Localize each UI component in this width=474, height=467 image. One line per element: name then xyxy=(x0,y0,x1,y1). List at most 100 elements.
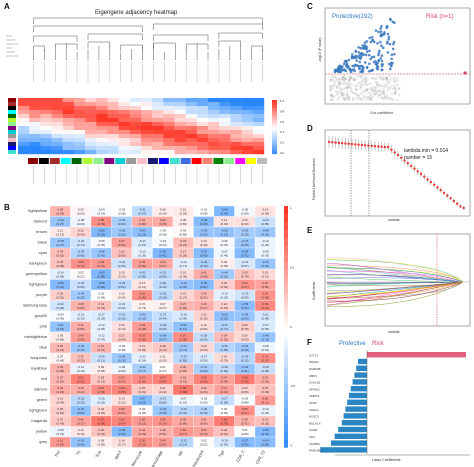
nonsignificant-point xyxy=(387,82,390,85)
module-row-label: grey60 xyxy=(35,313,48,318)
module-color-swatch xyxy=(49,158,60,164)
nonsignificant-point xyxy=(344,77,348,81)
nonsignificant-point xyxy=(346,90,349,93)
heatmap-cell xyxy=(230,142,242,147)
correlation-value: 0.09 xyxy=(57,334,63,338)
coefficient-bar xyxy=(354,372,367,378)
p-value: (0.36) xyxy=(200,359,208,363)
correlation-value: 0.20 xyxy=(201,344,207,348)
legend-gradient-step xyxy=(272,113,277,117)
p-value: (0.68) xyxy=(56,338,64,342)
heatmap-cell xyxy=(196,134,209,139)
heatmap-cell xyxy=(174,146,186,151)
module-row-label: darkgreen xyxy=(29,261,47,266)
cv-point xyxy=(357,143,360,146)
nonsignificant-point xyxy=(370,86,373,89)
p-value: (0.19) xyxy=(138,401,146,405)
legend-gradient-step xyxy=(284,214,288,223)
legend-gradient-step xyxy=(284,230,288,239)
p-value: (0.16) xyxy=(179,401,187,405)
correlation-value: 0.20 xyxy=(242,334,248,338)
p-value: (0.17) xyxy=(77,422,85,426)
heatmap-cell xyxy=(196,138,209,143)
p-value: (0.63) xyxy=(220,443,228,447)
correlation-value: 0.36 xyxy=(180,365,186,369)
cell-type-label: Th2 xyxy=(53,449,61,458)
module-color-swatch xyxy=(158,158,169,164)
p-value: (0.86) xyxy=(159,401,167,405)
p-value: (0.21) xyxy=(97,264,105,268)
correlation-value: -0.22 xyxy=(57,302,64,306)
correlation-value: 0.26 xyxy=(242,323,248,327)
nonsignificant-point xyxy=(335,90,338,93)
nonsignificant-point xyxy=(344,82,347,86)
protective-point xyxy=(377,58,380,62)
correlation-value: 0.10 xyxy=(180,208,186,212)
heatmap-cell xyxy=(219,138,231,143)
cv-point xyxy=(426,178,429,181)
correlation-value: -0.58 xyxy=(200,218,207,222)
cell-type-label: Neutrophil xyxy=(191,449,205,467)
heatmap-cell xyxy=(174,114,186,119)
legend-gradient-step xyxy=(284,302,288,311)
heatmap-cell xyxy=(96,134,108,139)
correlation-value: -0.32 xyxy=(77,397,84,401)
protective-point xyxy=(344,60,348,63)
p-value: (0.79) xyxy=(97,222,105,226)
protective-point xyxy=(386,51,390,54)
p-value: (0.51) xyxy=(159,432,167,436)
correlation-value: -0.08 xyxy=(262,344,269,348)
heatmap-cell xyxy=(96,102,108,107)
nonsignificant-point xyxy=(361,97,364,100)
cv-point xyxy=(449,197,452,200)
nonsignificant-point xyxy=(333,83,336,87)
p-value: (0.29) xyxy=(118,233,126,237)
nonsignificant-point xyxy=(342,91,345,95)
heatmap-cell xyxy=(141,122,153,127)
correlation-value: 0.41 xyxy=(139,218,145,222)
heatmap-cell xyxy=(208,122,220,127)
dendrogram-branch xyxy=(153,42,176,49)
legend-gradient-step xyxy=(284,423,288,432)
gene-label: SYTL3 xyxy=(309,353,319,357)
p-value: (0.32) xyxy=(77,359,85,363)
heatmap-cell xyxy=(163,142,175,147)
heatmap-cell xyxy=(129,138,142,143)
heatmap-cell xyxy=(96,114,108,119)
protective-point xyxy=(371,39,375,42)
protective-point xyxy=(380,68,383,72)
correlation-value: -0.48 xyxy=(262,334,269,338)
heatmap-cell xyxy=(196,146,209,151)
heatmap-cell xyxy=(129,122,142,127)
nonsignificant-point xyxy=(377,85,380,88)
correlation-value: -0.34 xyxy=(241,355,248,359)
nonsignificant-point xyxy=(348,78,351,81)
p-value: (0.89) xyxy=(77,306,85,310)
nonsignificant-point xyxy=(386,98,390,101)
correlation-value: 0.25 xyxy=(57,407,63,411)
correlation-value: -0.27 xyxy=(159,313,166,317)
protective-point xyxy=(385,26,389,29)
correlation-value: 0.03 xyxy=(180,229,186,233)
p-value: (0.33) xyxy=(241,222,249,226)
correlation-value: 0.56 xyxy=(242,407,248,411)
correlation-value: -0.49 xyxy=(200,229,207,233)
p-value: (0.59) xyxy=(179,212,187,216)
heatmap-cell xyxy=(129,110,142,115)
correlation-value: -0.03 xyxy=(118,344,125,348)
module-row-label: blue xyxy=(39,345,47,350)
protective-point xyxy=(345,64,348,67)
p-value: (0.40) xyxy=(261,264,269,268)
heatmap-cell xyxy=(62,142,75,147)
p-value: (0.30) xyxy=(241,233,249,237)
protective-count-label: Protective(192) xyxy=(332,14,373,20)
heatmap-cell xyxy=(219,118,231,123)
nonsignificant-point xyxy=(381,90,384,93)
nonsignificant-point xyxy=(349,76,352,79)
panel-b-letter: B xyxy=(4,203,10,212)
correlation-value: 0.38 xyxy=(160,428,166,432)
coefficient-bar xyxy=(334,433,367,439)
legend-gradient-step xyxy=(284,310,288,319)
correlation-value: 0.39 xyxy=(78,302,84,306)
correlation-value: -0.07 xyxy=(180,397,187,401)
